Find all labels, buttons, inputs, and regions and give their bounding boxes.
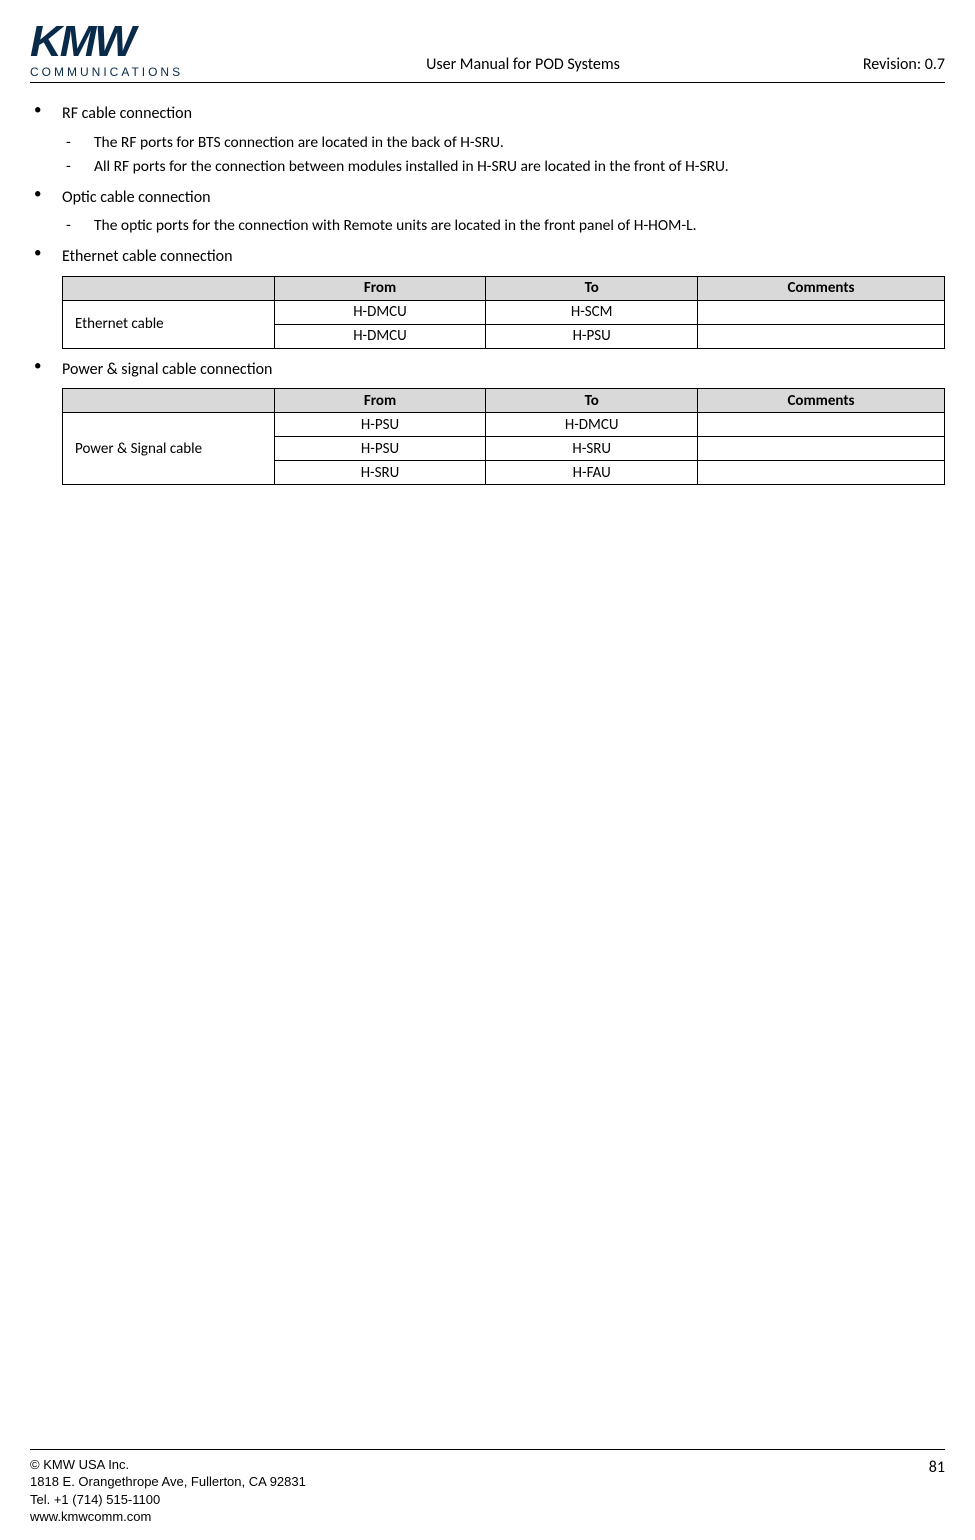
ethernet-table: From To Comments Ethernet cable H-DMCU H… (62, 276, 945, 349)
table-header: To (486, 389, 698, 413)
section-title: Ethernet cable connection (62, 244, 945, 270)
footer-tel: Tel. +1 (714) 515-1100 (30, 1491, 306, 1509)
footer-web: www.kmwcomm.com (30, 1508, 306, 1526)
section-ethernet: Ethernet cable connection From To Commen… (32, 244, 945, 349)
row-label: Power & Signal cable (63, 413, 275, 485)
revision-label: Revision: 0.7 (863, 55, 945, 78)
cell-comments (698, 461, 945, 485)
page-header: KMW COMMUNICATIONS User Manual for POD S… (30, 20, 945, 83)
list-item: The RF ports for BTS connection are loca… (62, 131, 945, 155)
table-header: Comments (698, 389, 945, 413)
cell-from: H-DMCU (274, 324, 486, 348)
cell-to: H-SCM (486, 300, 698, 324)
table-header-row: From To Comments (63, 276, 945, 300)
footer-company-info: © KMW USA Inc. 1818 E. Orangethrope Ave,… (30, 1456, 306, 1526)
cell-to: H-PSU (486, 324, 698, 348)
table-header (63, 389, 275, 413)
cell-comments (698, 413, 945, 437)
row-label: Ethernet cable (63, 300, 275, 348)
table-row: Power & Signal cable H-PSU H-DMCU (63, 413, 945, 437)
table-header (63, 276, 275, 300)
cell-from: H-PSU (274, 413, 486, 437)
power-table: From To Comments Power & Signal cable H-… (62, 388, 945, 485)
cell-from: H-DMCU (274, 300, 486, 324)
cell-comments (698, 324, 945, 348)
table-header: From (274, 276, 486, 300)
list-item: The optic ports for the connection with … (62, 214, 945, 238)
cell-to: H-FAU (486, 461, 698, 485)
document-title: User Manual for POD Systems (183, 55, 863, 78)
section-power: Power & signal cable connection From To … (32, 357, 945, 486)
footer-copyright: © KMW USA Inc. (30, 1456, 306, 1474)
section-rf: RF cable connection The RF ports for BTS… (32, 101, 945, 179)
table-header: Comments (698, 276, 945, 300)
section-title: RF cable connection (62, 101, 945, 127)
section-title: Optic cable connection (62, 185, 945, 211)
cell-to: H-DMCU (486, 413, 698, 437)
table-header: From (274, 389, 486, 413)
page-content: RF cable connection The RF ports for BTS… (30, 101, 945, 485)
logo-text: KMW (30, 20, 134, 64)
section-title: Power & signal cable connection (62, 357, 945, 383)
section-optic: Optic cable connection The optic ports f… (32, 185, 945, 239)
page-footer: © KMW USA Inc. 1818 E. Orangethrope Ave,… (30, 1449, 945, 1526)
page-number: 81 (929, 1456, 945, 1477)
table-header-row: From To Comments (63, 389, 945, 413)
company-logo: KMW COMMUNICATIONS (30, 20, 183, 78)
cell-from: H-SRU (274, 461, 486, 485)
cell-from: H-PSU (274, 437, 486, 461)
cell-to: H-SRU (486, 437, 698, 461)
table-row: Ethernet cable H-DMCU H-SCM (63, 300, 945, 324)
table-header: To (486, 276, 698, 300)
cell-comments (698, 300, 945, 324)
footer-address: 1818 E. Orangethrope Ave, Fullerton, CA … (30, 1473, 306, 1491)
list-item: All RF ports for the connection between … (62, 155, 945, 179)
logo-subtext: COMMUNICATIONS (30, 66, 183, 78)
cell-comments (698, 437, 945, 461)
